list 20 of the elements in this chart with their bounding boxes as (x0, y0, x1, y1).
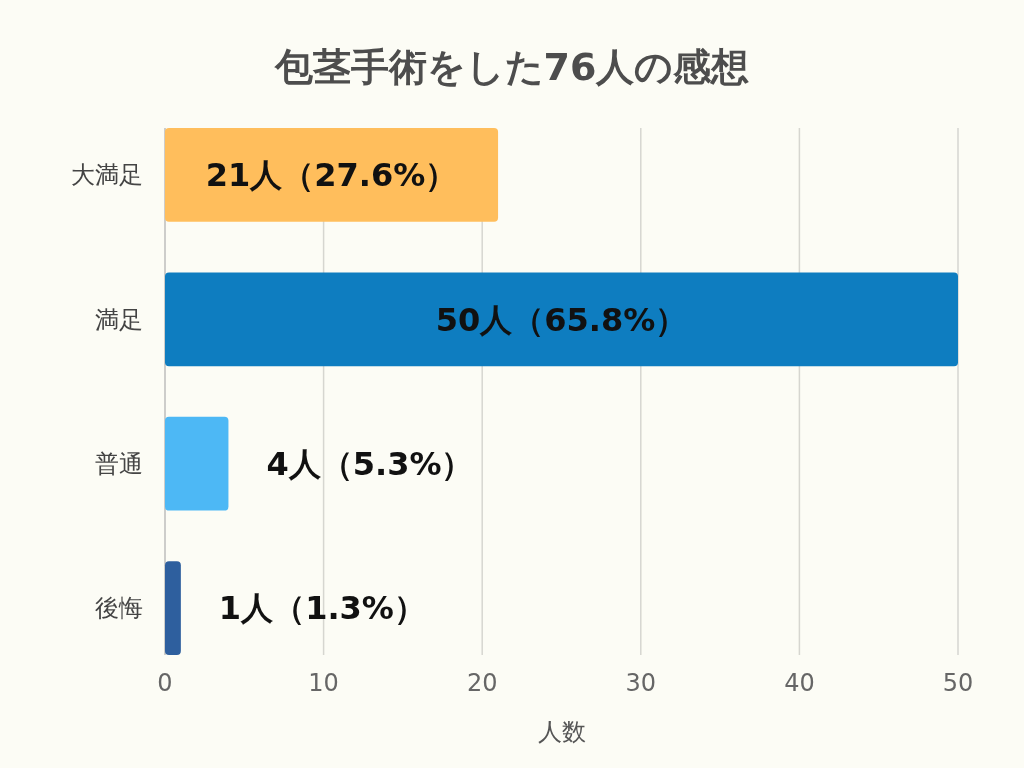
chart-title: 包茎手術をした76人の感想 (273, 45, 750, 89)
y-tick-label: 大満足 (71, 161, 143, 190)
data-label: 50人（65.8%） (435, 300, 688, 339)
bar (165, 272, 958, 367)
x-tick-label: 20 (466, 669, 498, 697)
data-label: 21人（27.6%） (205, 156, 458, 195)
y-tick-label: 満足 (95, 305, 143, 334)
bar (165, 416, 229, 511)
x-tick-label: 50 (942, 669, 974, 697)
x-tick-label: 0 (157, 669, 173, 697)
y-tick-label: 普通 (95, 450, 143, 479)
x-tick-label: 40 (784, 669, 815, 697)
data-label: 4人（5.3%） (266, 444, 474, 483)
bar (165, 561, 181, 655)
data-label: 1人（1.3%） (218, 589, 426, 628)
x-axis-title: 人数 (537, 718, 586, 746)
y-tick-label: 後悔 (95, 594, 143, 623)
bar (165, 128, 499, 222)
x-tick-label: 30 (625, 669, 657, 697)
x-tick-label: 10 (308, 669, 339, 697)
